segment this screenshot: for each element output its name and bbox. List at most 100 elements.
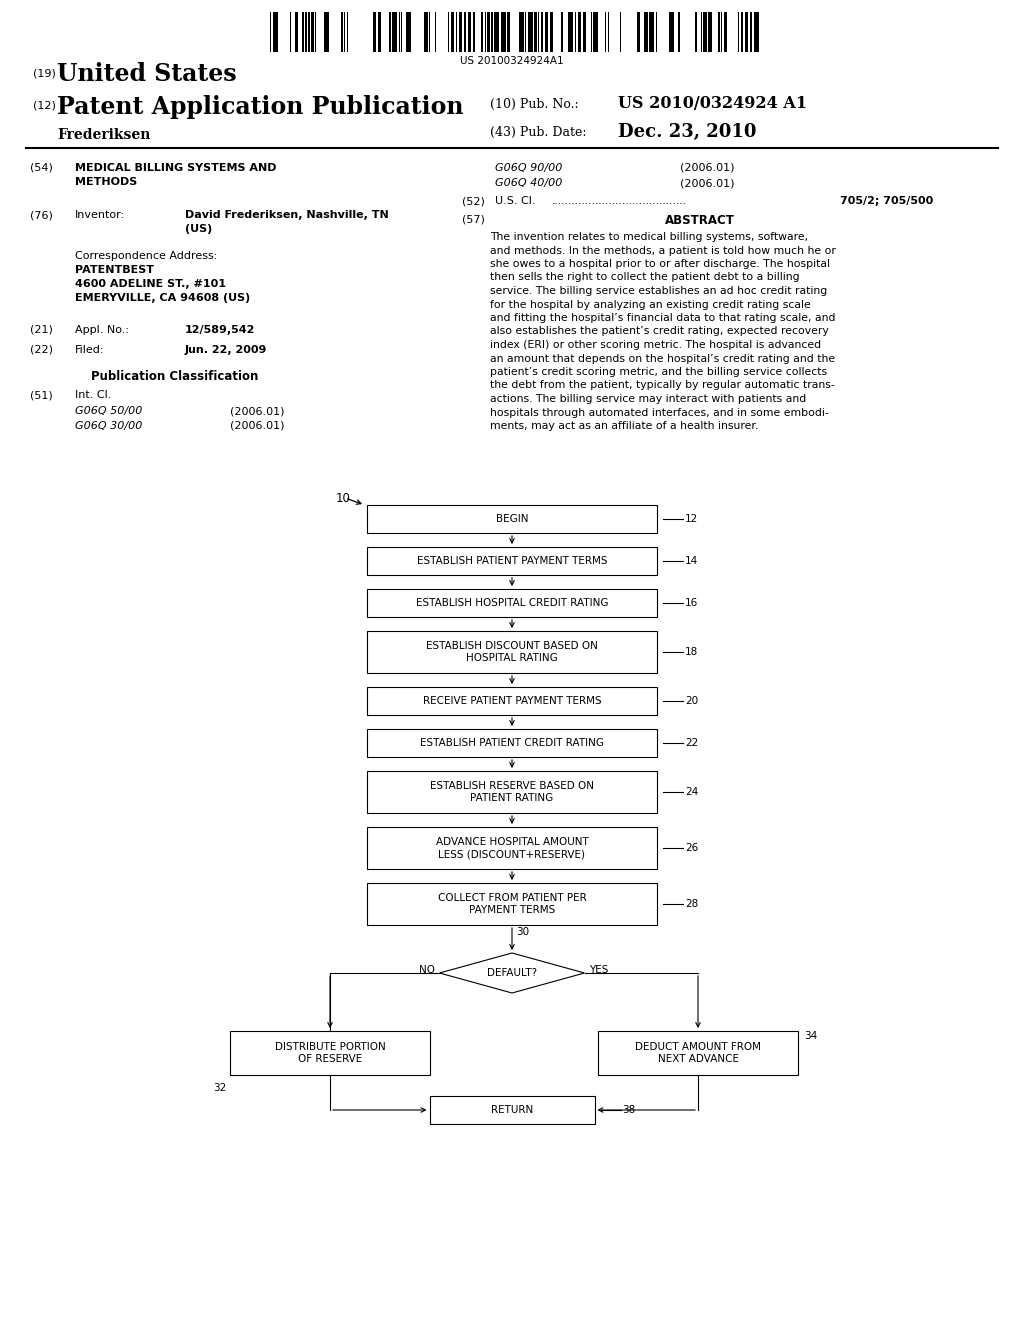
Bar	[406, 12, 411, 51]
Bar	[507, 12, 510, 51]
Text: METHODS: METHODS	[75, 177, 137, 187]
Bar	[649, 12, 654, 51]
Text: and methods. In the methods, a patient is told how much he or: and methods. In the methods, a patient i…	[490, 246, 836, 256]
Bar	[708, 12, 712, 51]
Bar	[494, 12, 499, 51]
Bar	[695, 12, 696, 51]
Text: US 2010/0324924 A1: US 2010/0324924 A1	[618, 95, 807, 112]
Bar	[541, 12, 543, 51]
Bar	[669, 12, 674, 51]
Bar	[740, 12, 743, 51]
Text: RECEIVE PATIENT PAYMENT TERMS: RECEIVE PATIENT PAYMENT TERMS	[423, 696, 601, 706]
Bar	[295, 12, 298, 51]
Bar	[480, 12, 483, 51]
Bar	[367, 883, 657, 925]
Text: 32: 32	[213, 1082, 226, 1093]
Text: ABSTRACT: ABSTRACT	[665, 214, 735, 227]
Bar	[561, 12, 562, 51]
Bar	[750, 12, 752, 51]
Bar	[703, 12, 707, 51]
Text: DISTRIBUTE PORTION
OF RESERVE: DISTRIBUTE PORTION OF RESERVE	[274, 1041, 385, 1064]
Text: DEFAULT?: DEFAULT?	[487, 968, 537, 978]
Text: (43) Pub. Date:: (43) Pub. Date:	[490, 125, 587, 139]
Text: 18: 18	[685, 647, 698, 657]
Text: G06Q 30/00: G06Q 30/00	[75, 421, 142, 432]
Text: (12): (12)	[33, 100, 56, 110]
Text: U.S. Cl.: U.S. Cl.	[495, 195, 536, 206]
Text: (57): (57)	[462, 214, 485, 224]
Text: 14: 14	[685, 556, 698, 566]
Text: US 20100324924A1: US 20100324924A1	[460, 55, 564, 66]
Text: (2006.01): (2006.01)	[230, 407, 285, 416]
Text: the debt from the patient, typically by regular automatic trans-: the debt from the patient, typically by …	[490, 380, 835, 391]
Text: ESTABLISH PATIENT CREDIT RATING: ESTABLISH PATIENT CREDIT RATING	[420, 738, 604, 748]
Text: United States: United States	[57, 62, 237, 86]
Text: (51): (51)	[30, 389, 53, 400]
Bar	[367, 686, 657, 715]
Text: (2006.01): (2006.01)	[680, 178, 734, 187]
Text: 28: 28	[685, 899, 698, 909]
Bar	[378, 12, 381, 51]
Text: actions. The billing service may interact with patients and: actions. The billing service may interac…	[490, 393, 806, 404]
Bar	[230, 1031, 430, 1074]
Text: 30: 30	[516, 927, 529, 937]
Text: (US): (US)	[185, 224, 212, 234]
Text: Appl. No.:: Appl. No.:	[75, 325, 129, 335]
Text: ESTABLISH RESERVE BASED ON
PATIENT RATING: ESTABLISH RESERVE BASED ON PATIENT RATIN…	[430, 781, 594, 803]
Text: hospitals through automated interfaces, and in some embodi-: hospitals through automated interfaces, …	[490, 408, 828, 417]
Bar	[527, 12, 532, 51]
Bar	[644, 12, 647, 51]
Bar	[468, 12, 471, 51]
Bar	[459, 12, 462, 51]
Text: NO: NO	[419, 965, 434, 975]
Text: EMERYVILLE, CA 94608 (US): EMERYVILLE, CA 94608 (US)	[75, 293, 250, 304]
Text: (21): (21)	[30, 325, 53, 335]
Bar	[424, 12, 427, 51]
Text: ADVANCE HOSPITAL AMOUNT
LESS (DISCOUNT+RESERVE): ADVANCE HOSPITAL AMOUNT LESS (DISCOUNT+R…	[435, 837, 589, 859]
Text: 24: 24	[685, 787, 698, 797]
Text: she owes to a hospital prior to or after discharge. The hospital: she owes to a hospital prior to or after…	[490, 259, 830, 269]
Bar	[487, 12, 489, 51]
Bar	[550, 12, 553, 51]
Bar	[389, 12, 390, 51]
Text: Int. Cl.: Int. Cl.	[75, 389, 112, 400]
Bar	[367, 506, 657, 533]
Text: (2006.01): (2006.01)	[680, 162, 734, 173]
Bar	[545, 12, 548, 51]
Text: also establishes the patient’s credit rating, expected recovery: also establishes the patient’s credit ra…	[490, 326, 828, 337]
Text: Frederiksen: Frederiksen	[57, 128, 151, 143]
Text: G06Q 40/00: G06Q 40/00	[495, 178, 562, 187]
Text: Publication Classification: Publication Classification	[91, 370, 259, 383]
Text: DEDUCT AMOUNT FROM
NEXT ADVANCE: DEDUCT AMOUNT FROM NEXT ADVANCE	[635, 1041, 761, 1064]
Text: (22): (22)	[30, 345, 53, 355]
Bar	[620, 12, 621, 51]
Bar	[451, 12, 454, 51]
Text: BEGIN: BEGIN	[496, 513, 528, 524]
Text: (52): (52)	[462, 195, 485, 206]
Bar	[754, 12, 759, 51]
Bar	[456, 12, 457, 51]
Text: 12: 12	[685, 513, 698, 524]
Text: 20: 20	[685, 696, 698, 706]
Text: (10) Pub. No.:: (10) Pub. No.:	[490, 98, 579, 111]
Text: MEDICAL BILLING SYSTEMS AND: MEDICAL BILLING SYSTEMS AND	[75, 162, 276, 173]
Text: 4600 ADELINE ST., #101: 4600 ADELINE ST., #101	[75, 279, 226, 289]
Bar	[574, 12, 575, 51]
Bar	[464, 12, 466, 51]
Bar	[637, 12, 640, 51]
Text: Inventor:: Inventor:	[75, 210, 125, 220]
Text: an amount that depends on the hospital’s credit rating and the: an amount that depends on the hospital’s…	[490, 354, 836, 363]
Bar	[744, 12, 748, 51]
Bar	[367, 729, 657, 756]
Text: (19): (19)	[33, 69, 56, 78]
Bar	[367, 631, 657, 673]
Bar	[302, 12, 303, 51]
Bar	[447, 12, 449, 51]
Text: (76): (76)	[30, 210, 53, 220]
Text: Jun. 22, 2009: Jun. 22, 2009	[185, 345, 267, 355]
Bar	[490, 12, 493, 51]
Bar	[678, 12, 680, 51]
Bar	[367, 771, 657, 813]
Bar	[501, 12, 506, 51]
Bar	[308, 12, 309, 51]
